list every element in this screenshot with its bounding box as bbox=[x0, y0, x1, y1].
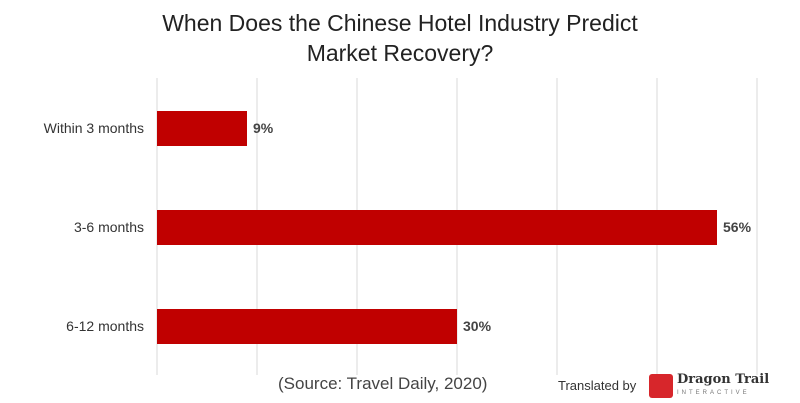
bar bbox=[157, 111, 247, 146]
category-label: 6-12 months bbox=[66, 317, 144, 334]
bar bbox=[157, 309, 457, 344]
brand-subtitle: INTERACTIVE bbox=[677, 390, 750, 396]
source-note: (Source: Travel Daily, 2020) bbox=[278, 374, 488, 393]
data-label: 56% bbox=[723, 218, 752, 235]
chart-title-line-2: Market Recovery? bbox=[306, 40, 494, 66]
category-label: 3-6 months bbox=[73, 218, 144, 235]
category-label: Within 3 months bbox=[43, 119, 144, 136]
chart-title-line-1: When Does the Chinese Hotel Industry Pre… bbox=[162, 10, 638, 36]
dragon-trail-logo-icon bbox=[649, 374, 673, 398]
bar bbox=[157, 210, 717, 245]
data-label: 30% bbox=[463, 317, 492, 334]
brand-name: Dragon Trail bbox=[677, 372, 770, 387]
data-label: 9% bbox=[253, 119, 274, 136]
translated-by-label: Translated by bbox=[558, 378, 637, 393]
